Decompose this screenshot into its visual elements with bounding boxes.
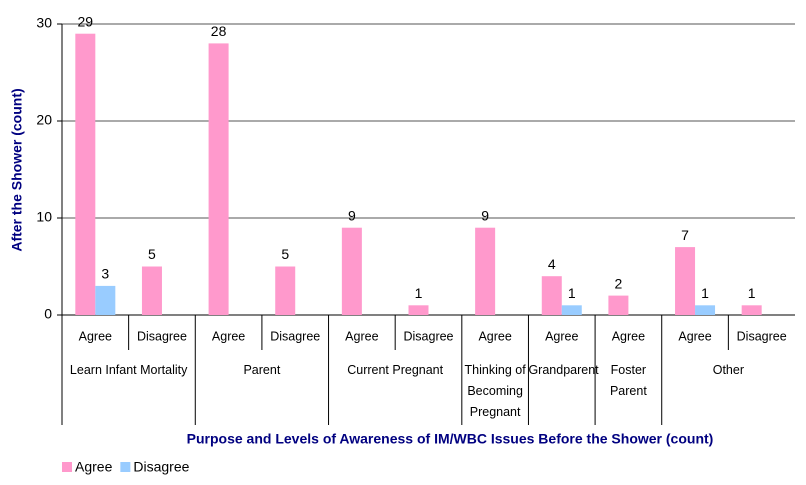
y-axis-title: After the Shower (count)	[9, 88, 25, 251]
bar	[95, 285, 116, 315]
x-tick-label: Disagree	[137, 329, 187, 343]
data-label: 28	[211, 23, 227, 39]
data-label: 1	[415, 285, 423, 301]
bar	[141, 266, 162, 315]
data-label: 1	[701, 285, 709, 301]
data-label: 4	[548, 256, 556, 272]
group-label: Learn Infant Mortality	[69, 363, 188, 377]
group-label: Other	[712, 363, 744, 377]
data-label: 2	[615, 275, 623, 291]
data-label: 9	[481, 207, 489, 223]
data-label: 1	[748, 285, 756, 301]
legend-swatch	[120, 462, 131, 472]
x-tick-label: Agree	[545, 329, 578, 343]
y-tick-label: 0	[44, 306, 52, 322]
x-tick-label: Agree	[212, 329, 245, 343]
bar	[275, 266, 296, 315]
group-label: Parent	[243, 363, 281, 377]
legend-swatch	[62, 462, 72, 472]
x-tick-label: Agree	[79, 329, 112, 343]
bar	[475, 227, 496, 315]
group-label: Current Pregnant	[347, 363, 444, 377]
x-tick-label: Disagree	[403, 329, 453, 343]
legend-label: Agree	[75, 459, 113, 475]
y-tick-label: 30	[36, 15, 52, 31]
x-tick-label: Agree	[478, 329, 511, 343]
group-label: Foster Parent	[609, 363, 647, 398]
x-axis-title: Purpose and Levels of Awareness of IM/WB…	[187, 431, 714, 447]
group-label: Grandparent	[528, 363, 599, 377]
bar	[208, 43, 229, 316]
x-tick-label: Agree	[345, 329, 378, 343]
x-tick-label: Agree	[678, 329, 711, 343]
data-label: 29	[78, 13, 94, 29]
legend-label: Disagree	[133, 459, 189, 475]
bar	[75, 33, 96, 315]
bar	[695, 305, 716, 315]
data-label: 9	[348, 207, 356, 223]
x-tick-label: Agree	[612, 329, 645, 343]
y-tick-label: 10	[36, 209, 52, 225]
bar	[561, 305, 582, 315]
x-tick-label: Disagree	[737, 329, 787, 343]
bar	[408, 305, 429, 315]
group-label: Thinking of Becoming Pregnant	[464, 363, 526, 419]
x-tick-label: Disagree	[270, 329, 320, 343]
data-label: 7	[681, 227, 689, 243]
bar	[341, 227, 362, 315]
data-label: 3	[101, 266, 109, 282]
data-label: 5	[148, 246, 156, 262]
data-label: 5	[281, 246, 289, 262]
bar	[541, 276, 562, 315]
bar	[608, 295, 629, 315]
data-label: 1	[568, 285, 576, 301]
bar	[675, 247, 696, 315]
bar	[741, 305, 762, 315]
y-tick-label: 20	[36, 112, 52, 128]
